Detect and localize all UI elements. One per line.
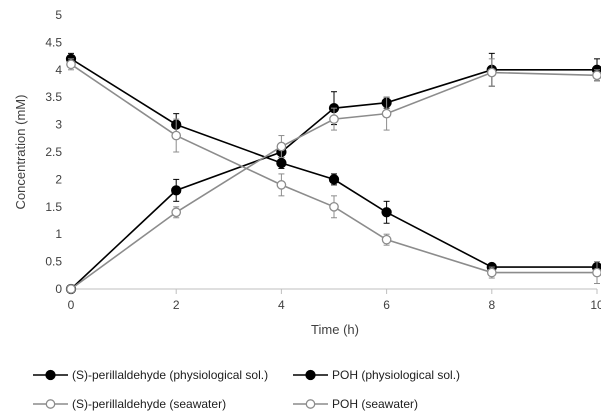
x-tick-label: 6 [383,298,390,312]
legend-label: POH (seawater) [332,397,418,411]
data-point [276,180,287,190]
legend: (S)-perillaldehyde (physiological sol.) P… [33,368,460,411]
data-point [381,207,392,218]
legend-item-4: POH (seawater) [293,397,418,411]
legend-label: (S)-perillaldehyde (physiological sol.) [72,368,268,382]
x-tick-label: 8 [488,298,495,312]
data-point [592,70,601,81]
y-tick-label: 4.5 [45,35,62,49]
data-point [171,207,182,218]
series-1 [65,52,601,273]
y-axis-title-group: Concentration (mM) [13,95,28,210]
series-line [70,58,597,268]
data-point [486,67,497,78]
x-tick-label: 4 [278,298,285,312]
data-point [381,108,392,119]
data-point [66,284,76,294]
legend-label: (S)-perillaldehyde (seawater) [72,397,226,411]
x-tick-label: 0 [68,298,75,312]
y-tick-label: 1.5 [45,200,62,214]
y-axis-title: Concentration (mM) [13,95,28,210]
legend-marker [305,369,316,381]
x-axis-title: Time (h) [311,322,359,337]
y-tick-label: 5 [55,8,62,22]
legend-label: POH (physiological sol.) [332,368,460,382]
y-tick-label: 2.5 [45,145,62,159]
data-point [66,59,76,70]
x-tick-label: 2 [173,298,180,312]
series-4 [66,58,601,294]
data-point [328,174,340,185]
legend-item-1: (S)-perillaldehyde (physiological sol.) [33,368,268,382]
data-point [276,157,287,169]
y-tick-label: 4 [55,63,62,77]
y-tick-label: 0.5 [45,255,62,269]
data-point [381,234,392,245]
y-tick-label: 1 [55,227,62,241]
series-3 [66,58,601,285]
data-point [171,185,182,196]
legend-item-3: (S)-perillaldehyde (seawater) [33,397,226,411]
data-point [486,267,497,278]
data-point [329,114,339,124]
legend-marker [45,369,56,381]
data-point [171,130,182,141]
data-point [592,267,601,278]
legend-marker [305,399,316,409]
legend-marker [45,399,56,409]
x-tick-label: 10 [590,298,601,312]
y-tick-label: 0 [55,282,62,296]
y-tick-label: 3 [55,118,62,132]
plot-area: 0 0.5 1 1.5 2 2.5 3 3.5 4 4.5 5 0 2 4 6 8 10 [45,8,601,312]
y-tick-label: 2 [55,172,62,186]
data-point [276,141,287,152]
data-point [329,201,339,212]
y-tick-label: 3.5 [45,90,62,104]
legend-item-2: POH (physiological sol.) [293,368,460,382]
